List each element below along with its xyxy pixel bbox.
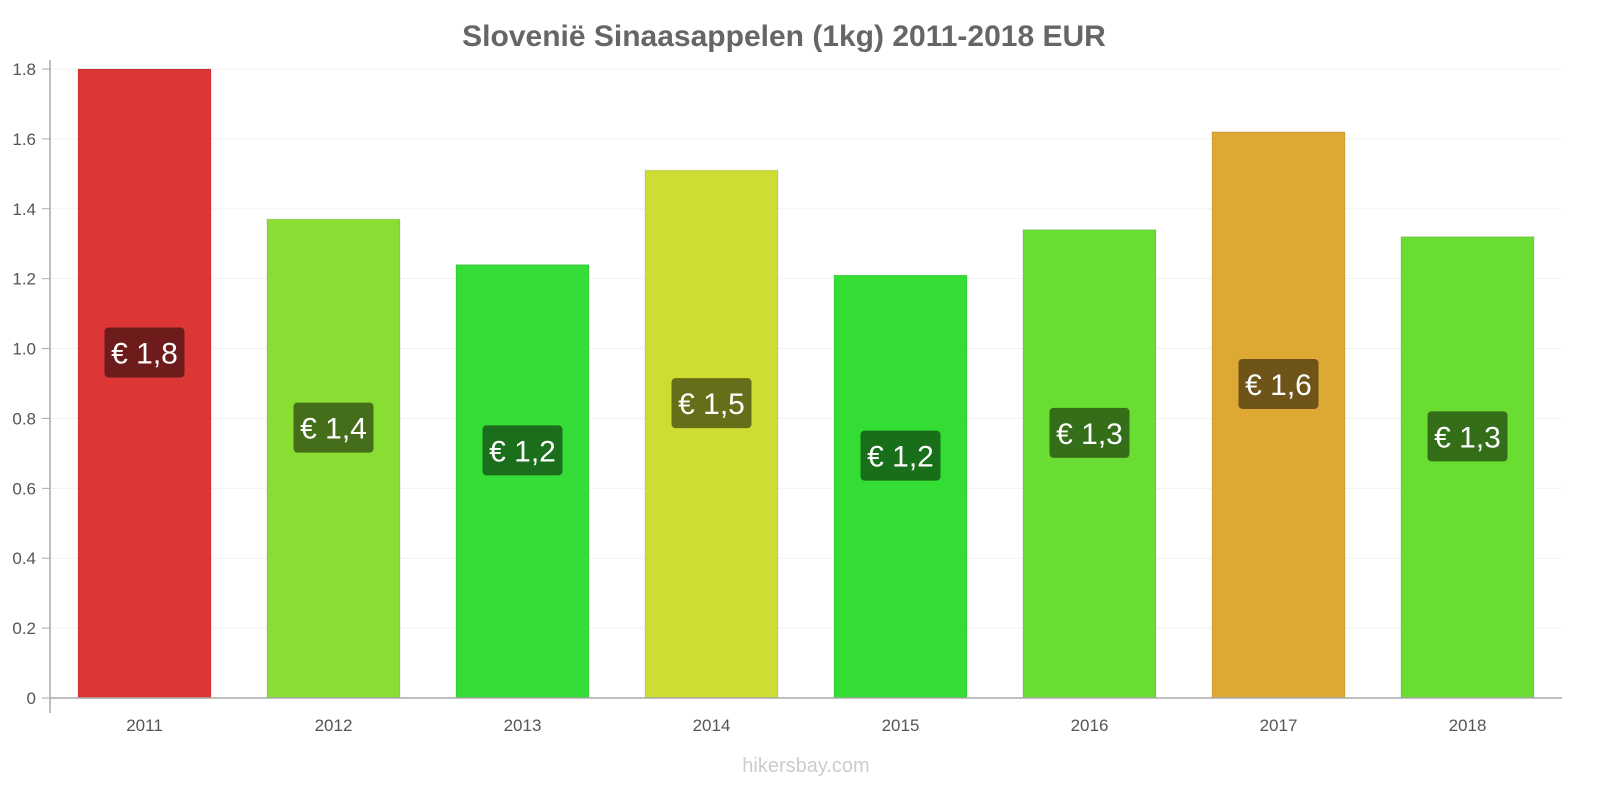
bar-2015 [833,274,968,699]
y-tick-label: 0 [27,689,36,708]
y-tick-label: 1.4 [12,200,36,219]
y-tick-label: 0.6 [12,479,36,498]
bar-2011 [77,68,212,699]
x-tick-label: 2011 [126,716,163,735]
y-tick-label: 0.8 [12,409,36,428]
data-label-bg [104,327,185,378]
data-label-bg [1049,407,1130,458]
x-tick-label: 2018 [1449,716,1487,735]
y-tick-label: 1.8 [12,60,36,79]
x-tick-label: 2015 [882,716,920,735]
data-label-bg [1238,358,1319,409]
data-label: € 1,5 [678,388,745,421]
data-label-bg [482,425,563,476]
y-tick-label: 1.0 [12,340,36,359]
bar-2016 [1022,229,1157,699]
y-tick-label: 0.4 [12,549,36,568]
y-tick-label: 1.6 [12,130,36,149]
bar-2017 [1211,131,1346,699]
y-tick-label: 1.2 [12,270,36,289]
data-label: € 1,8 [111,338,178,371]
bar-2012 [266,218,401,699]
x-tick-label: 2013 [504,716,542,735]
chart-title: Slovenië Sinaasappelen (1kg) 2011-2018 E… [462,20,1106,53]
bar-2018 [1400,236,1535,699]
x-tick-label: 2016 [1071,716,1109,735]
data-label: € 1,3 [1434,421,1501,454]
data-label-bg [671,378,752,429]
x-tick-label: 2017 [1260,716,1298,735]
bar-2013 [455,264,590,699]
data-label: € 1,3 [1056,418,1123,451]
data-label-bg [293,402,374,453]
data-label-bg [860,430,941,481]
watermark: hikersbay.com [742,755,869,777]
data-label: € 1,4 [300,413,367,446]
data-label: € 1,2 [489,435,556,468]
data-label: € 1,6 [1245,369,1312,402]
bar-2014 [644,169,779,699]
x-tick-label: 2012 [315,716,353,735]
y-tick-label: 0.2 [12,619,36,638]
x-tick-label: 2014 [693,716,731,735]
data-label: € 1,2 [867,441,934,474]
data-label-bg [1427,411,1508,462]
